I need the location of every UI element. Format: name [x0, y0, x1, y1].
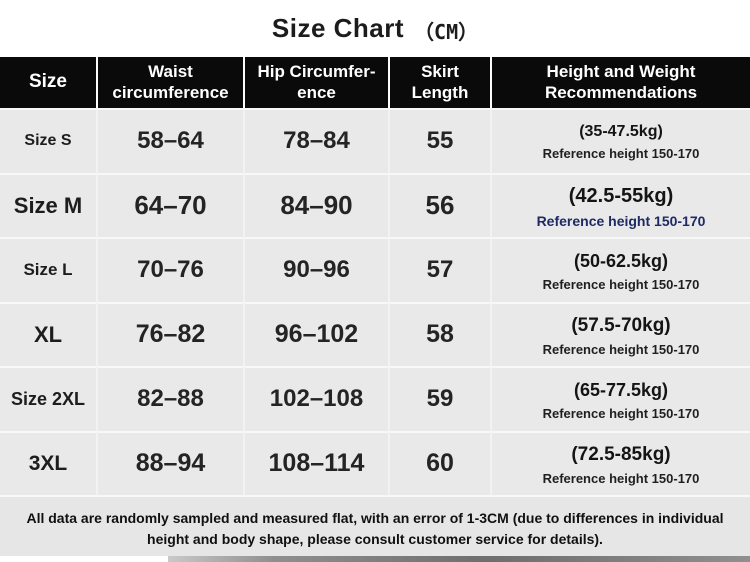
size-label: XL [0, 301, 96, 367]
reference-height: Reference height 150-170 [542, 146, 700, 162]
header-cell-waist: Waist circumference [96, 57, 243, 108]
size-label: Size S [0, 108, 96, 173]
footer-note-line2: height and body shape, please consult cu… [147, 531, 603, 547]
bottom-strip-decoration [168, 556, 750, 562]
reference-height: Reference height 150-170 [542, 405, 700, 421]
title-unit-cm: （CM） [414, 20, 479, 44]
hip-value: 108–114 [243, 430, 388, 495]
header-cell-height-weight: Height and Weight Recommendations [490, 57, 750, 108]
header-cell-size: Size [28, 71, 68, 93]
table-header-row: Size Waist circumference Hip Circumfer- … [0, 57, 750, 108]
skirt-length-value: 57 [388, 237, 490, 302]
waist-value: 58–64 [96, 108, 243, 173]
hip-value: 90–96 [243, 237, 388, 302]
size-label: Size M [0, 172, 96, 238]
waist-value: 76–82 [96, 301, 243, 366]
waist-value: 88–94 [96, 430, 243, 495]
header-cell-hip: Hip Circumfer- ence [243, 57, 388, 108]
waist-value: 64–70 [96, 172, 243, 237]
table-row: Size S 58–64 78–84 55 (35-47.5kg) Refere… [0, 108, 750, 173]
height-weight-cell: (35-47.5kg) Reference height 150-170 [490, 108, 750, 173]
table-row: Size M 64–70 84–90 56 (42.5-55kg) Refere… [0, 172, 750, 238]
size-label: Size 2XL [0, 366, 96, 431]
hip-value: 84–90 [243, 172, 388, 237]
reference-height: Reference height 150-170 [542, 470, 700, 486]
weight-range: (57.5-70kg) [571, 315, 671, 337]
waist-value: 70–76 [96, 237, 243, 302]
hip-value: 78–84 [243, 108, 388, 173]
height-weight-cell: (42.5-55kg) Reference height 150-170 [490, 172, 750, 237]
footer-note-line1: All data are randomly sampled and measur… [26, 510, 724, 526]
hip-value: 102–108 [243, 366, 388, 431]
title-text: Size Chart [271, 13, 405, 43]
waist-value: 82–88 [96, 366, 243, 431]
size-label: Size L [0, 237, 96, 302]
reference-height: Reference height 150-170 [536, 212, 706, 229]
height-weight-cell: (72.5-85kg) Reference height 150-170 [490, 430, 750, 495]
skirt-length-value: 56 [388, 172, 490, 237]
reference-height: Reference height 150-170 [542, 341, 700, 357]
height-weight-cell: (50-62.5kg) Reference height 150-170 [490, 237, 750, 302]
size-label: 3XL [0, 430, 96, 496]
header-cell-skirt-length: Skirt Length [388, 57, 490, 108]
skirt-length-value: 60 [388, 430, 490, 495]
weight-range: (35-47.5kg) [579, 123, 663, 141]
page-title: Size Chart （CM） [0, 0, 750, 57]
table-row: Size L 70–76 90–96 57 (50-62.5kg) Refere… [0, 237, 750, 302]
footer-note: All data are randomly sampled and measur… [0, 495, 750, 556]
height-weight-cell: (57.5-70kg) Reference height 150-170 [490, 301, 750, 366]
weight-range: (50-62.5kg) [573, 251, 669, 272]
table-row: 3XL 88–94 108–114 60 (72.5-85kg) Referen… [0, 430, 750, 496]
weight-range: (65-77.5kg) [573, 380, 669, 401]
weight-range: (72.5-85kg) [571, 444, 671, 466]
table-row: Size 2XL 82–88 102–108 59 (65-77.5kg) Re… [0, 366, 750, 431]
reference-height: Reference height 150-170 [542, 276, 700, 292]
table-row: XL 76–82 96–102 58 (57.5-70kg) Reference… [0, 301, 750, 367]
hip-value: 96–102 [243, 301, 388, 366]
weight-range: (42.5-55kg) [568, 184, 674, 207]
height-weight-cell: (65-77.5kg) Reference height 150-170 [490, 366, 750, 431]
skirt-length-value: 55 [388, 108, 490, 173]
skirt-length-value: 59 [388, 366, 490, 431]
skirt-length-value: 58 [388, 301, 490, 366]
